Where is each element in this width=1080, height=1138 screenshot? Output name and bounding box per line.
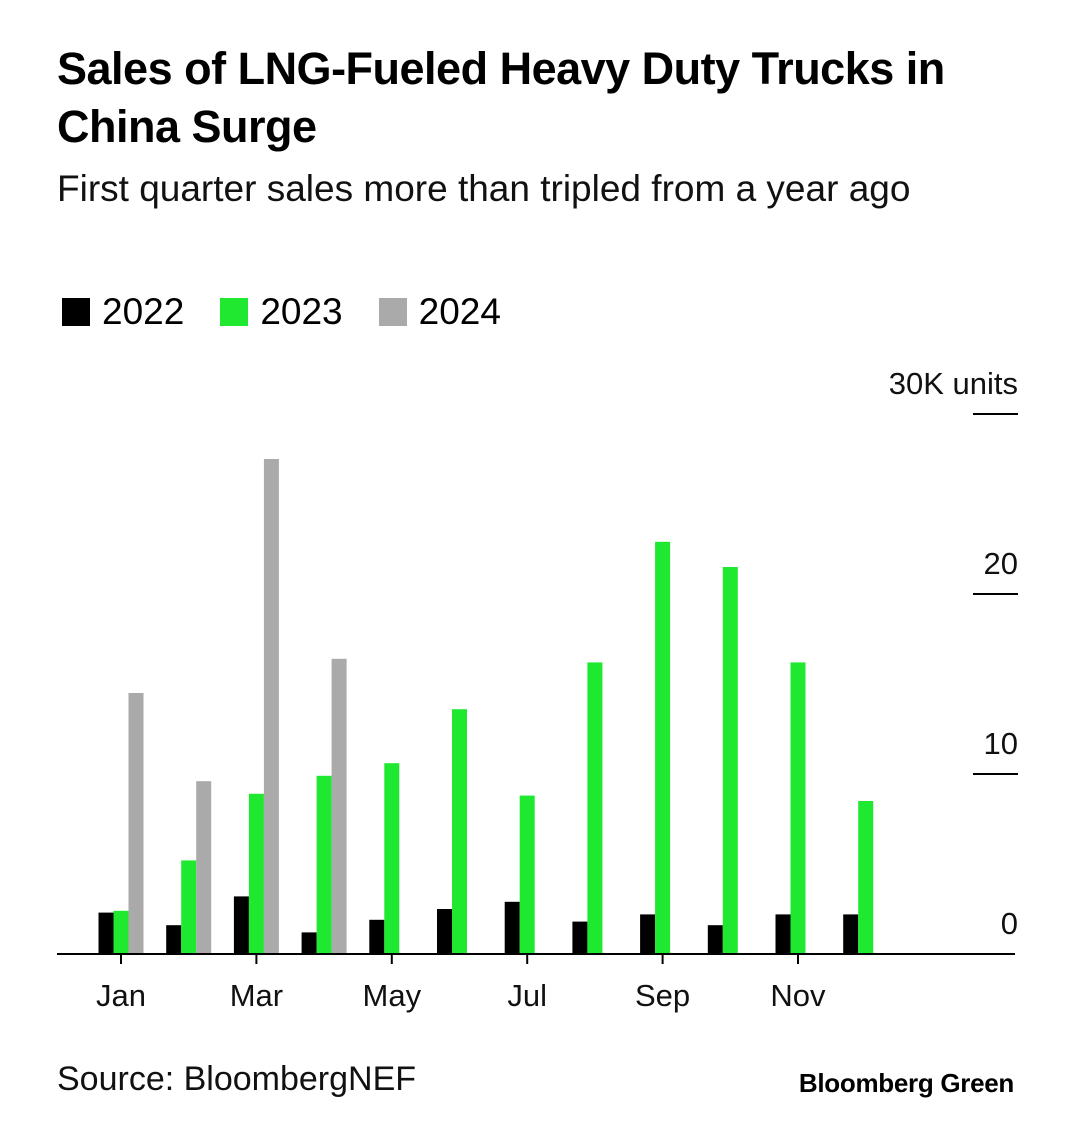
x-tick-label: May (363, 978, 422, 1013)
x-tick-label: Jan (96, 978, 146, 1013)
bar-2023-apr (316, 775, 332, 954)
legend-swatch-2024 (378, 298, 407, 326)
bar-2023-nov (790, 662, 806, 954)
legend-label-2024: 2024 (418, 291, 501, 332)
bar-2023-feb (181, 860, 197, 954)
y-tick-label: 20 (984, 546, 1018, 581)
bar-2024-feb (196, 781, 212, 954)
legend-item-2024: 2024 (378, 291, 501, 333)
x-tick-label: Sep (635, 978, 690, 1013)
brand-logo: Bloomberg Green (798, 1068, 1014, 1098)
bar-2022-may (369, 919, 385, 954)
bar-2024-mar (263, 459, 279, 954)
bar-2023-sep (655, 541, 671, 954)
bar-2022-apr (301, 932, 317, 954)
bar-2022-jan (98, 912, 114, 954)
bar-2023-oct (722, 567, 738, 954)
bar-2023-jul (519, 795, 535, 954)
legend-label-2023: 2023 (260, 291, 343, 332)
y-tick-label: 0 (1001, 906, 1018, 941)
bar-2023-may (384, 763, 400, 954)
x-tick-label: Nov (770, 978, 826, 1013)
legend-item-2023: 2023 (220, 291, 343, 333)
bar-chart: 0 10 20 30K units Jan Mar May Jul Sep Nov (57, 366, 1018, 1013)
bar-2022-oct (707, 925, 723, 954)
legend-swatch-2022 (62, 298, 90, 326)
legend-item-2022: 2022 (62, 291, 184, 333)
source-note: Source: BloombergNEF (57, 1060, 417, 1098)
bar-2022-nov (775, 914, 791, 954)
bar-2024-jan (128, 693, 144, 954)
bar-2022-jun (437, 909, 452, 954)
chart-title: Sales of LNG-Fueled Heavy Duty Trucks in… (57, 43, 945, 152)
x-tick-label: Mar (230, 978, 283, 1013)
bar-2023-aug (587, 662, 603, 954)
bar-2023-dec (858, 801, 874, 954)
bar-2022-feb (166, 925, 182, 954)
bar-2022-dec (843, 914, 859, 954)
bar-2023-jun (452, 709, 467, 954)
bar-2022-sep (640, 914, 656, 954)
legend-swatch-2023 (220, 298, 249, 326)
bar-2022-aug (572, 921, 588, 954)
chart-subtitle: First quarter sales more than tripled fr… (57, 168, 911, 209)
legend: 2022 2023 2024 (62, 290, 501, 334)
bar-2024-apr (331, 658, 347, 954)
y-tick-label: 10 (984, 726, 1018, 761)
x-tick-label: Jul (507, 978, 547, 1013)
bar-2023-mar (248, 793, 264, 954)
legend-label-2022: 2022 (102, 291, 185, 332)
bar-2022-mar (233, 896, 249, 954)
bar-2022-jul (504, 901, 520, 954)
bar-2023-jan (113, 910, 129, 954)
y-tick-label: 30K units (889, 366, 1018, 401)
